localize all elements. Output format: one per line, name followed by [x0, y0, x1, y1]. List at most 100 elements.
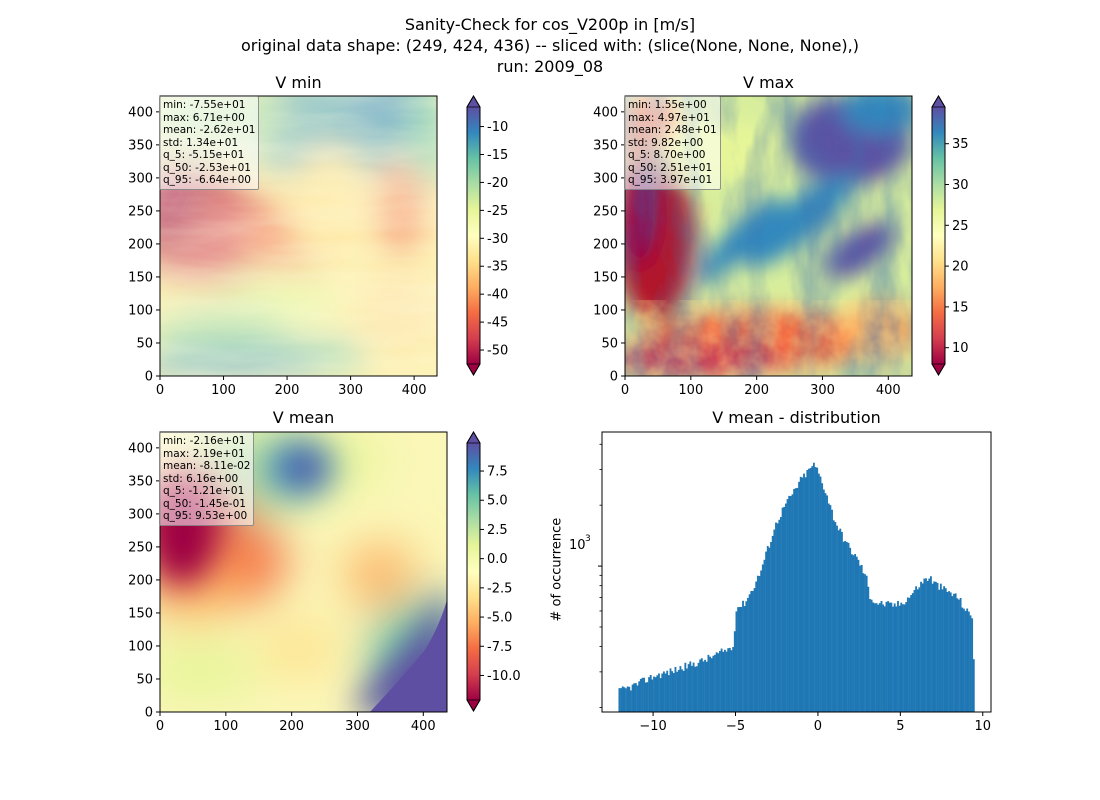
stats-line: q_95: 9.53e+00 — [163, 510, 248, 522]
v-min-colorbar-tick-label: -20 — [487, 176, 508, 191]
histogram-bar — [728, 647, 731, 712]
histogram-bar — [864, 574, 866, 712]
stats-line: q_95: 3.97e+01 — [628, 174, 713, 186]
histogram-bar — [750, 590, 753, 712]
histogram-bar — [827, 503, 830, 712]
histogram-bar — [803, 473, 805, 712]
histogram-bar — [911, 593, 914, 712]
stats-line: mean: -8.11e-02 — [163, 460, 251, 472]
v-mean-distribution-title: V mean - distribution — [712, 408, 881, 427]
v-max-ytick-label: 250 — [593, 204, 618, 219]
histogram-bar — [705, 661, 708, 712]
histogram-bar — [758, 575, 761, 712]
histogram-bar — [699, 659, 702, 712]
histogram-bar — [643, 677, 646, 712]
histogram-bar — [898, 605, 901, 712]
histogram-bar — [773, 529, 776, 712]
histogram-bar — [662, 671, 665, 712]
histogram-bar — [756, 575, 759, 712]
histogram-bar — [918, 587, 921, 712]
histogram-bar — [788, 495, 791, 712]
figure-title-line3: run: 2009_08 — [496, 57, 604, 76]
histogram-bar — [817, 473, 820, 712]
v-mean-colorbar-tick-label: -2.5 — [487, 581, 512, 596]
histogram-bar — [733, 631, 736, 712]
v-min-colorbar-tick-label: -45 — [487, 316, 508, 331]
v-mean-colorbar-outline — [466, 431, 481, 712]
v-mean-axes-frame — [159, 431, 448, 713]
v-mean-ytick-label: 200 — [128, 573, 153, 588]
v-mean-ticks: 0 100 200 300 400 0 50 100 150 200 250 300 350 400 — [128, 441, 436, 734]
v-min-ytick-label: 0 — [145, 370, 153, 385]
histogram-bar — [872, 602, 875, 712]
histogram-bar — [933, 581, 936, 712]
histogram-bar — [901, 604, 904, 712]
v-mean-ytick-label: 0 — [145, 706, 153, 721]
histogram-bar — [847, 542, 850, 712]
histogram-bar — [700, 658, 703, 712]
histogram-bar — [809, 468, 812, 712]
stats-line: min: 1.55e+00 — [628, 99, 707, 111]
stats-line: q_95: -6.64e+00 — [163, 174, 251, 186]
histogram-bar — [829, 505, 832, 712]
histogram-bar — [775, 522, 777, 712]
v-mean-ytick-label: 50 — [136, 672, 153, 687]
v-max-xtick-label: 200 — [744, 383, 769, 398]
histogram-bar — [620, 688, 622, 712]
histogram-bar — [882, 604, 885, 712]
histogram-bar — [966, 608, 969, 712]
histogram-bar — [953, 593, 955, 712]
histogram-bar — [694, 666, 697, 712]
v-max-ticks: 0 100 200 300 400 0 50 100 150 200 250 300 350 400 — [593, 105, 901, 398]
v-max-title: V max — [743, 73, 794, 92]
histogram-bar — [808, 468, 810, 712]
stats-line: std: 9.82e+00 — [628, 136, 704, 149]
histogram-bar — [900, 602, 903, 712]
histogram-bar — [869, 599, 871, 712]
stats-line: q_5: -5.15e+01 — [163, 149, 245, 161]
histogram-bar — [938, 589, 941, 712]
histogram-bar — [844, 540, 847, 712]
histogram-bar — [644, 682, 647, 712]
histogram-bar — [956, 598, 959, 712]
v-mean-colorbar-tick-label: -5.0 — [487, 611, 512, 626]
v-mean-colorbar-extend-min — [466, 699, 481, 712]
histogram-bar — [860, 564, 863, 712]
histogram-bar — [946, 592, 949, 712]
histogram-ytick-exponent: 3 — [585, 534, 591, 544]
v-min-xtick-label: 400 — [402, 383, 427, 398]
stats-line: q_5: 8.70e+00 — [628, 149, 706, 161]
histogram-bar — [930, 576, 932, 712]
histogram-bar — [755, 581, 758, 712]
histogram-bar — [824, 493, 827, 712]
histogram-bar — [727, 648, 730, 712]
v-min-colorbar-tick-label: -10 — [487, 120, 508, 135]
stats-line: max: 4.97e+01 — [628, 111, 710, 124]
histogram-bar — [916, 589, 919, 712]
histogram-bar — [720, 648, 723, 712]
v-max-stats-box: min: 1.55e+00 max: 4.97e+01 mean: 2.48e+… — [624, 96, 721, 190]
histogram-bar — [781, 507, 784, 712]
histogram-bar — [865, 575, 868, 712]
histogram-bar — [811, 466, 814, 712]
histogram-bar — [905, 602, 908, 712]
v-min-colorbar-tick-label: -15 — [487, 148, 508, 163]
v-min-ytick-label: 300 — [128, 171, 153, 186]
histogram-bar — [806, 470, 809, 712]
v-max-colorbar-tick-label: 10 — [952, 341, 969, 356]
histogram-bar — [723, 649, 726, 712]
histogram-bar — [692, 662, 695, 712]
histogram-bar — [903, 604, 906, 712]
histogram-bar — [786, 499, 789, 712]
histogram-bar — [743, 606, 746, 712]
histogram-bar — [958, 599, 960, 712]
histogram-xtick-label: −10 — [639, 719, 666, 734]
v-mean-colorbar: 7.5 5.0 2.5 0.0 -2.5 -5.0 -7.5 -10.0 — [466, 431, 521, 712]
histogram-bar — [793, 488, 796, 712]
histogram-bar — [761, 564, 764, 712]
histogram-bar — [682, 670, 685, 712]
histogram-bar — [875, 603, 878, 712]
v-min-ytick-label: 200 — [128, 237, 153, 252]
histogram-bar — [850, 554, 853, 712]
